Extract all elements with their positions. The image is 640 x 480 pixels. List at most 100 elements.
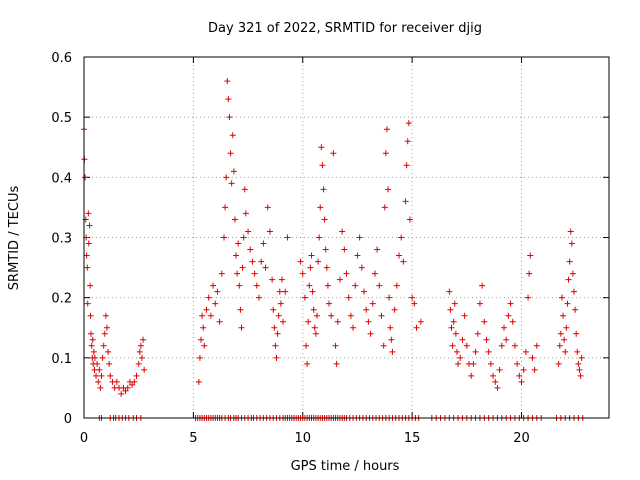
data-point: [260, 240, 267, 247]
data-point: [82, 174, 89, 181]
data-point: [527, 252, 534, 259]
data-point: [88, 330, 94, 337]
data-point: [376, 282, 383, 289]
data-point: [234, 270, 241, 277]
data-point: [129, 381, 136, 388]
data-point: [105, 348, 112, 355]
data-point: [389, 348, 396, 355]
data-point: [367, 330, 374, 337]
y-tick-label: 0.4: [51, 171, 72, 186]
data-point: [447, 306, 454, 313]
data-point: [574, 348, 581, 355]
data-point: [525, 294, 532, 301]
data-point: [459, 336, 466, 343]
data-point: [498, 342, 505, 349]
data-point: [85, 210, 92, 217]
data-point: [270, 306, 277, 313]
data-point: [138, 354, 145, 361]
data-point: [88, 342, 95, 349]
data-point: [533, 342, 540, 349]
data-point: [345, 294, 352, 301]
data-point: [507, 300, 514, 307]
data-point: [494, 384, 501, 391]
data-point: [569, 270, 576, 277]
data-point: [381, 204, 388, 211]
data-point: [333, 360, 340, 367]
data-point: [320, 186, 327, 193]
data-point: [461, 312, 468, 319]
data-point: [452, 330, 459, 337]
data-point: [509, 318, 516, 325]
data-point: [518, 378, 525, 385]
data-point: [230, 168, 237, 175]
data-point: [231, 216, 238, 223]
data-point: [256, 294, 262, 301]
data-point: [201, 342, 208, 349]
data-point: [511, 342, 518, 349]
data-point: [228, 180, 235, 187]
data-point: [350, 324, 357, 331]
data-point: [323, 264, 330, 271]
data-point: [332, 342, 339, 349]
data-point: [330, 150, 337, 157]
data-point: [578, 354, 585, 361]
data-point: [398, 234, 405, 241]
data-point: [122, 387, 129, 394]
data-point: [137, 342, 144, 349]
data-point: [451, 300, 458, 307]
y-tick-label: 0: [64, 412, 72, 427]
data-point: [131, 378, 138, 385]
data-point: [245, 228, 252, 235]
data-point: [226, 114, 233, 121]
data-point: [561, 336, 568, 343]
data-point: [413, 324, 420, 331]
data-points: [81, 78, 586, 421]
data-point: [91, 354, 98, 361]
data-point: [276, 288, 283, 295]
data-point: [203, 306, 210, 313]
data-point: [102, 312, 109, 319]
data-point: [369, 300, 376, 307]
data-point: [308, 252, 315, 259]
data-point: [567, 228, 574, 235]
data-point: [566, 258, 573, 265]
data-point: [195, 378, 202, 385]
data-point: [503, 336, 510, 343]
x-axis-label: GPS time / hours: [291, 459, 400, 474]
data-point: [455, 360, 462, 367]
data-point: [305, 318, 312, 325]
data-point: [135, 360, 142, 367]
data-point: [378, 312, 385, 319]
data-point: [200, 324, 207, 331]
data-point: [496, 366, 503, 373]
data-point: [450, 318, 457, 325]
data-point: [403, 162, 410, 169]
data-point: [470, 360, 477, 367]
data-point: [284, 234, 291, 241]
data-point: [474, 330, 481, 337]
data-point: [124, 384, 131, 391]
data-point: [98, 372, 105, 379]
data-point: [140, 336, 147, 343]
data-point: [577, 372, 584, 379]
data-point: [307, 264, 314, 271]
data-point: [241, 186, 248, 193]
data-point: [356, 234, 363, 241]
plot-frame: [83, 56, 610, 419]
data-point: [218, 270, 225, 277]
chart-title: Day 321 of 2022, SRMTID for receiver dji…: [208, 21, 482, 36]
data-point: [97, 384, 104, 391]
data-point: [310, 306, 317, 313]
data-point: [253, 282, 260, 289]
x-tick-label: 20: [513, 431, 530, 446]
data-point: [258, 258, 265, 265]
data-point: [520, 366, 527, 373]
data-point: [282, 288, 289, 295]
data-point: [315, 258, 322, 265]
data-point: [222, 204, 229, 211]
data-point: [107, 372, 114, 379]
data-point: [575, 360, 582, 367]
data-point: [251, 270, 258, 277]
data-point: [522, 348, 529, 355]
